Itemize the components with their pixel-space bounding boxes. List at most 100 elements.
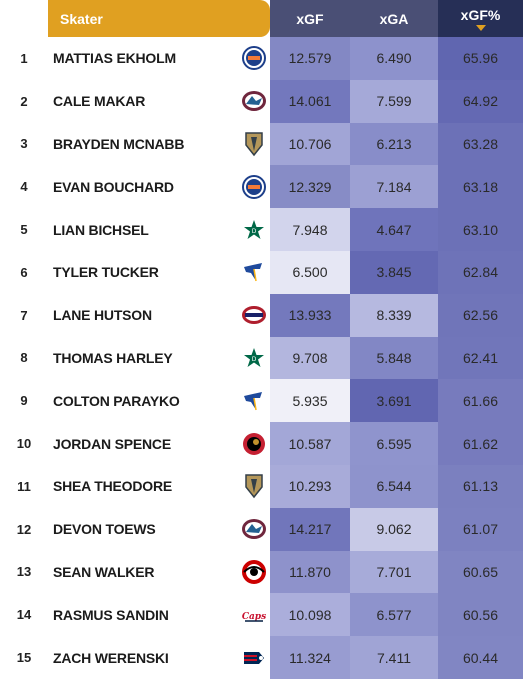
xgf-pct-cell: 61.13 [438,464,523,508]
table-row[interactable]: 5 LIAN BICHSEL D 7.948 4.647 63.10 [0,208,523,251]
skater-name-cell[interactable]: MATTIAS EKHOLM [53,50,176,67]
rank-cell: 5 [20,222,28,238]
xga-cell: 6.490 [350,37,438,80]
table-body: 1 MATTIAS EKHOLM 12.579 6.490 65.96 2 CA… [0,37,523,679]
blue-jackets-logo-icon [241,645,267,671]
xgf-cell: 11.324 [270,636,350,679]
svg-text:D: D [252,356,257,363]
column-header-xga-label: xGA [379,10,409,27]
table-row[interactable]: 13 SEAN WALKER 11.870 7.701 60.65 [0,550,523,594]
column-header-skater-label: Skater [60,10,103,27]
sort-descending-icon [475,24,486,31]
skater-name-cell[interactable]: DEVON TOEWS [53,521,156,538]
xgf-pct-cell: 65.96 [438,37,523,80]
table-row[interactable]: 15 ZACH WERENSKI 11.324 7.411 60.44 [0,636,523,679]
table-row[interactable]: 14 RASMUS SANDIN Caps 10.098 6.577 60.56 [0,593,523,637]
table-row[interactable]: 9 COLTON PARAYKO 5.935 3.691 61.66 [0,379,523,423]
xga-cell: 6.595 [350,422,438,465]
stars-logo-icon: D [241,345,267,371]
xga-cell: 7.701 [350,550,438,594]
xgf-pct-cell: 60.56 [438,593,523,637]
skater-name-cell[interactable]: COLTON PARAYKO [53,392,180,409]
xgf-cell: 12.329 [270,165,350,209]
rank-cell: 9 [20,393,28,409]
skater-name-cell[interactable]: JORDAN SPENCE [53,435,171,452]
blues-logo-icon [241,259,267,285]
avalanche-logo-icon [241,516,267,542]
skater-name-cell[interactable]: THOMAS HARLEY [53,349,173,366]
xga-cell: 5.848 [350,336,438,380]
xgf-pct-cell: 62.41 [438,336,523,380]
xgf-cell: 10.706 [270,122,350,166]
xgf-cell: 12.579 [270,37,350,80]
xgf-cell: 13.933 [270,293,350,337]
table-row[interactable]: 1 MATTIAS EKHOLM 12.579 6.490 65.96 [0,37,523,80]
table-row[interactable]: 12 DEVON TOEWS 14.217 9.062 61.07 [0,507,523,551]
rank-cell: 2 [20,93,28,109]
xga-cell: 6.577 [350,593,438,637]
xga-cell: 6.213 [350,122,438,166]
xgf-pct-cell: 61.66 [438,379,523,423]
xga-cell: 4.647 [350,208,438,251]
table-row[interactable]: 7 LANE HUTSON 13.933 8.339 62.56 [0,293,523,337]
xgf-cell: 7.948 [270,208,350,251]
canadiens-logo-icon [241,302,267,328]
rank-cell: 11 [17,478,31,494]
table-row[interactable]: 6 TYLER TUCKER 6.500 3.845 62.84 [0,250,523,294]
rank-cell: 12 [16,521,32,537]
svg-text:D: D [252,228,257,235]
xga-cell: 3.691 [350,379,438,423]
column-header-xgf-pct[interactable]: xGF% [438,0,523,37]
skater-name-cell[interactable]: CALE MAKAR [53,93,146,110]
xga-cell: 7.184 [350,165,438,209]
skater-name-cell[interactable]: EVAN BOUCHARD [53,178,174,195]
xgf-pct-cell: 63.18 [438,165,523,209]
column-header-xgf-pct-label: xGF% [460,6,501,23]
xgf-cell: 10.098 [270,593,350,637]
column-header-xgf[interactable]: xGF [270,0,350,37]
oilers-logo-icon [241,174,267,200]
rank-cell: 15 [16,650,32,666]
xgf-cell: 14.061 [270,79,350,123]
skater-name-cell[interactable]: LANE HUTSON [53,307,152,324]
column-header-xga[interactable]: xGA [350,0,438,37]
hurricanes-logo-icon [241,559,267,585]
xga-cell: 7.599 [350,79,438,123]
skater-name-cell[interactable]: LIAN BICHSEL [53,221,149,238]
rank-cell: 13 [16,564,32,580]
table-row[interactable]: 8 THOMAS HARLEY D 9.708 5.848 62.41 [0,336,523,380]
rank-cell: 8 [20,350,28,366]
rank-cell: 1 [20,50,28,66]
oilers-logo-icon [241,45,267,71]
xga-cell: 8.339 [350,293,438,337]
stars-logo-icon: D [241,217,267,243]
avalanche-logo-icon [241,88,267,114]
skater-name-cell[interactable]: BRAYDEN MCNABB [53,135,185,152]
skater-name-cell[interactable]: ZACH WERENSKI [53,649,169,666]
xga-cell: 9.062 [350,507,438,551]
golden-knights-logo-icon [241,131,267,157]
table-row[interactable]: 10 JORDAN SPENCE 10.587 6.595 61.62 [0,422,523,465]
table-row[interactable]: 4 EVAN BOUCHARD 12.329 7.184 63.18 [0,165,523,209]
table-row[interactable]: 2 CALE MAKAR 14.061 7.599 64.92 [0,79,523,123]
table-row[interactable]: 3 BRAYDEN MCNABB 10.706 6.213 63.28 [0,122,523,166]
table-row[interactable]: 11 SHEA THEODORE 10.293 6.544 61.13 [0,464,523,508]
xgf-pct-cell: 64.92 [438,79,523,123]
xgf-cell: 14.217 [270,507,350,551]
skater-name-cell[interactable]: RASMUS SANDIN [53,606,169,623]
xga-cell: 7.411 [350,636,438,679]
xgf-pct-cell: 62.84 [438,250,523,294]
xgf-cell: 10.587 [270,422,350,465]
xgf-pct-cell: 60.65 [438,550,523,594]
skater-name-cell[interactable]: SHEA THEODORE [53,478,173,495]
xgf-cell: 5.935 [270,379,350,423]
skater-name-cell[interactable]: SEAN WALKER [53,563,155,580]
rank-cell: 10 [16,436,32,452]
skater-name-cell[interactable]: TYLER TUCKER [53,264,159,281]
xgf-cell: 9.708 [270,336,350,380]
xgf-pct-cell: 63.28 [438,122,523,166]
xga-cell: 3.845 [350,250,438,294]
column-header-skater[interactable]: Skater [48,0,270,37]
blues-logo-icon [241,388,267,414]
senators-logo-icon [241,431,267,457]
